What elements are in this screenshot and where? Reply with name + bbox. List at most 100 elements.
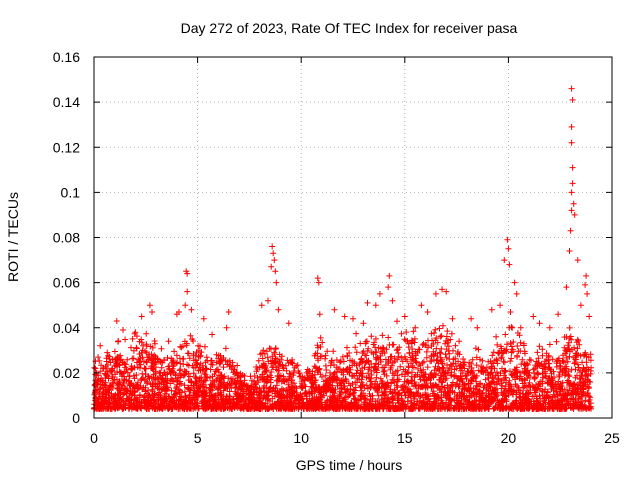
roti-point [566, 381, 573, 388]
roti-point [142, 371, 149, 378]
roti-point [366, 364, 373, 371]
roti-point [278, 378, 285, 385]
roti-point [440, 370, 447, 376]
roti-point [142, 348, 149, 355]
roti-point [387, 353, 394, 360]
roti-point [436, 325, 443, 332]
roti-point [512, 381, 519, 388]
roti-point [216, 372, 223, 379]
roti-point [519, 368, 526, 375]
roti-point [334, 397, 341, 404]
roti-point [217, 389, 224, 396]
roti-point [126, 373, 133, 380]
roti-point [386, 342, 393, 348]
roti-point [379, 348, 386, 355]
roti-peak-point [566, 248, 573, 254]
roti-point [498, 354, 505, 361]
roti-point [323, 380, 330, 387]
roti-point [410, 328, 417, 335]
roti-point [151, 340, 158, 347]
roti-point [104, 405, 111, 412]
roti-point [126, 381, 133, 387]
roti-point [254, 374, 261, 381]
roti-point [91, 382, 98, 389]
roti-point [186, 355, 193, 362]
roti-point [437, 377, 443, 383]
roti-point [559, 405, 566, 412]
roti-point [170, 361, 177, 368]
roti-point [380, 392, 386, 399]
roti-point [447, 396, 454, 403]
roti-point [581, 402, 588, 409]
roti-point [484, 385, 490, 392]
roti-point [575, 337, 582, 344]
roti-point [494, 341, 501, 348]
roti-point [344, 369, 351, 376]
roti-point [391, 395, 397, 401]
roti-point [281, 395, 288, 401]
roti-point [314, 396, 321, 403]
roti-point [225, 375, 232, 382]
roti-point [381, 397, 388, 404]
roti-point [374, 354, 381, 361]
roti-point [377, 356, 384, 363]
roti-peak-point [511, 279, 518, 286]
roti-point [195, 405, 202, 412]
roti-point [195, 384, 202, 391]
x-tick-label: 0 [90, 430, 98, 446]
roti-point [445, 367, 452, 373]
roti-point [429, 390, 436, 397]
roti-point [428, 330, 435, 337]
roti-point [99, 401, 106, 408]
roti-point [379, 379, 386, 386]
roti-point [474, 386, 481, 393]
roti-point [398, 354, 405, 361]
roti-point [367, 402, 374, 409]
roti-point [395, 390, 402, 396]
roti-peak-point [265, 297, 271, 304]
roti-point [175, 375, 182, 381]
roti-point [138, 398, 145, 405]
roti-point [117, 356, 124, 363]
roti-point [199, 382, 206, 389]
roti-point [587, 394, 594, 401]
roti-peak-point [315, 279, 322, 286]
roti-point [410, 357, 417, 364]
roti-point [411, 392, 418, 399]
roti-point [263, 367, 270, 374]
roti-peak-point [270, 250, 277, 257]
roti-point [111, 363, 118, 369]
roti-point [578, 372, 585, 379]
roti-point [493, 392, 500, 399]
roti-point [177, 393, 184, 400]
roti-peak-point [584, 290, 591, 297]
roti-point [432, 363, 439, 370]
roti-point [546, 365, 553, 372]
roti-point [140, 374, 146, 381]
y-tick-label: 0.14 [53, 94, 80, 110]
roti-point [131, 375, 138, 382]
roti-point [188, 379, 195, 386]
roti-point [443, 333, 450, 340]
roti-point [456, 338, 463, 345]
roti-point [536, 392, 543, 399]
roti-point [554, 357, 561, 364]
roti-point [346, 392, 353, 398]
roti-point [263, 377, 270, 384]
roti-point [499, 382, 506, 389]
roti-point [317, 393, 324, 400]
roti-point [368, 368, 375, 374]
roti-point [481, 367, 488, 374]
roti-point [282, 399, 288, 406]
roti-point [197, 343, 203, 350]
roti-point [157, 370, 164, 377]
roti-point [521, 348, 528, 355]
roti-point [306, 388, 313, 395]
roti-point [190, 370, 197, 377]
roti-point [436, 349, 443, 356]
roti-point [431, 330, 438, 336]
roti-point [309, 399, 316, 406]
roti-point [288, 377, 295, 384]
roti-point [173, 352, 180, 359]
roti-peak-point [505, 245, 512, 252]
